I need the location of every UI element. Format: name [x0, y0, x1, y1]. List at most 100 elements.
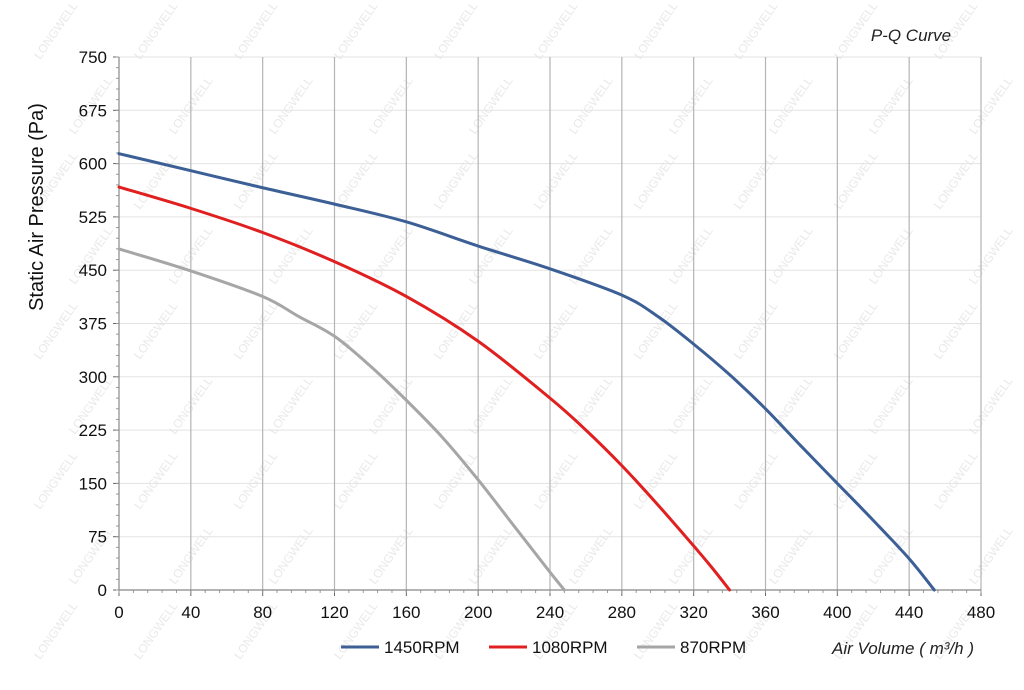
- watermark-text: LONGWELL: [631, 149, 681, 212]
- y-tick-label: 675: [79, 101, 107, 120]
- watermark-layer: LONGWELL LONGWELL LONGWELL LONGWELL LONGWELL…: [31, 0, 1016, 662]
- watermark-text: LONGWELL: [466, 374, 516, 437]
- watermark-text: LONGWELL: [231, 149, 281, 212]
- watermark-text: LONGWELL: [231, 0, 281, 62]
- x-tick-label: 160: [392, 603, 420, 622]
- series-line-870rpm: [117, 247, 566, 592]
- labels-layer: P-Q Curve Static Air Pressure (Pa) Air V…: [26, 26, 974, 658]
- watermark-text: LONGWELL: [31, 0, 81, 62]
- watermark-text: LONGWELL: [331, 449, 381, 512]
- legend-label-870rpm: 870RPM: [680, 638, 746, 657]
- x-tick-label: 0: [114, 603, 123, 622]
- x-tick-label: 120: [320, 603, 348, 622]
- x-tick-label: 480: [967, 603, 995, 622]
- watermark-text: LONGWELL: [531, 149, 581, 212]
- watermark-text: LONGWELL: [231, 299, 281, 362]
- watermark-text: LONGWELL: [631, 599, 681, 662]
- x-tick-label: 400: [823, 603, 851, 622]
- watermark-text: LONGWELL: [966, 524, 1016, 587]
- watermark-text: LONGWELL: [766, 74, 816, 137]
- watermark-text: LONGWELL: [266, 224, 316, 287]
- watermark-text: LONGWELL: [431, 449, 481, 512]
- watermark-text: LONGWELL: [31, 449, 81, 512]
- watermark-text: LONGWELL: [431, 149, 481, 212]
- x-tick-label: 320: [679, 603, 707, 622]
- watermark-text: LONGWELL: [566, 524, 616, 587]
- watermark-text: LONGWELL: [731, 149, 781, 212]
- x-tick-label: 240: [536, 603, 564, 622]
- watermark-text: LONGWELL: [866, 374, 916, 437]
- watermark-text: LONGWELL: [731, 0, 781, 62]
- watermark-text: LONGWELL: [666, 374, 716, 437]
- legend-label-1080rpm: 1080RPM: [532, 638, 608, 657]
- grid-layer: [119, 56, 982, 590]
- watermark-text: LONGWELL: [931, 149, 981, 212]
- y-tick-label: 225: [79, 421, 107, 440]
- watermark-text: LONGWELL: [966, 374, 1016, 437]
- watermark-text: LONGWELL: [866, 74, 916, 137]
- y-tick-label: 600: [79, 155, 107, 174]
- watermark-text: LONGWELL: [666, 74, 716, 137]
- watermark-text: LONGWELL: [831, 149, 881, 212]
- x-axis-label: Air Volume ( m³/h ): [831, 639, 974, 658]
- watermark-text: LONGWELL: [831, 299, 881, 362]
- y-tick-label: 450: [79, 261, 107, 280]
- watermark-text: LONGWELL: [131, 599, 181, 662]
- watermark-text: LONGWELL: [231, 449, 281, 512]
- watermark-text: LONGWELL: [966, 74, 1016, 137]
- y-tick-label: 0: [98, 581, 107, 600]
- x-tick-label: 200: [464, 603, 492, 622]
- chart-title: P-Q Curve: [871, 26, 951, 45]
- y-tick-label: 300: [79, 368, 107, 387]
- watermark-text: LONGWELL: [666, 524, 716, 587]
- watermark-text: LONGWELL: [731, 449, 781, 512]
- watermark-text: LONGWELL: [566, 74, 616, 137]
- series-line-1080rpm: [117, 185, 732, 592]
- watermark-text: LONGWELL: [366, 224, 416, 287]
- watermark-text: LONGWELL: [731, 299, 781, 362]
- watermark-text: LONGWELL: [266, 74, 316, 137]
- x-tick-label: 360: [751, 603, 779, 622]
- watermark-text: LONGWELL: [931, 299, 981, 362]
- watermark-text: LONGWELL: [931, 449, 981, 512]
- watermark-text: LONGWELL: [431, 299, 481, 362]
- watermark-text: LONGWELL: [531, 0, 581, 62]
- watermark-text: LONGWELL: [431, 0, 481, 62]
- x-tick-label: 440: [895, 603, 923, 622]
- watermark-text: LONGWELL: [766, 224, 816, 287]
- watermark-text: LONGWELL: [531, 299, 581, 362]
- watermark-text: LONGWELL: [766, 374, 816, 437]
- y-tick-label: 750: [79, 48, 107, 67]
- watermark-text: LONGWELL: [866, 224, 916, 287]
- watermark-text: LONGWELL: [266, 374, 316, 437]
- x-tick-label: 280: [608, 603, 636, 622]
- watermark-text: LONGWELL: [466, 524, 516, 587]
- watermark-text: LONGWELL: [131, 0, 181, 62]
- watermark-text: LONGWELL: [331, 149, 381, 212]
- y-tick-label: 375: [79, 315, 107, 334]
- watermark-text: LONGWELL: [566, 374, 616, 437]
- series-layer: [117, 152, 936, 592]
- watermark-text: LONGWELL: [331, 0, 381, 62]
- watermark-text: LONGWELL: [366, 524, 416, 587]
- legend: 1450RPM 1080RPM 870RPM: [341, 638, 746, 657]
- x-tick-label: 40: [181, 603, 200, 622]
- watermark-text: LONGWELL: [631, 0, 681, 62]
- y-axis-label: Static Air Pressure (Pa): [26, 103, 48, 311]
- legend-label-1450rpm: 1450RPM: [384, 638, 460, 657]
- watermark-text: LONGWELL: [131, 299, 181, 362]
- x-tick-label: 80: [253, 603, 272, 622]
- watermark-text: LONGWELL: [631, 299, 681, 362]
- y-tick-label: 150: [79, 474, 107, 493]
- watermark-text: LONGWELL: [466, 74, 516, 137]
- watermark-text: LONGWELL: [131, 449, 181, 512]
- watermark-text: LONGWELL: [366, 74, 416, 137]
- watermark-text: LONGWELL: [766, 524, 816, 587]
- watermark-text: LONGWELL: [531, 449, 581, 512]
- watermark-text: LONGWELL: [266, 524, 316, 587]
- watermark-text: LONGWELL: [966, 224, 1016, 287]
- y-tick-label: 525: [79, 208, 107, 227]
- axes-layer: 0 75 150 225 300 375 450 525 600 675 750 0 40 80 120 16…: [79, 48, 996, 622]
